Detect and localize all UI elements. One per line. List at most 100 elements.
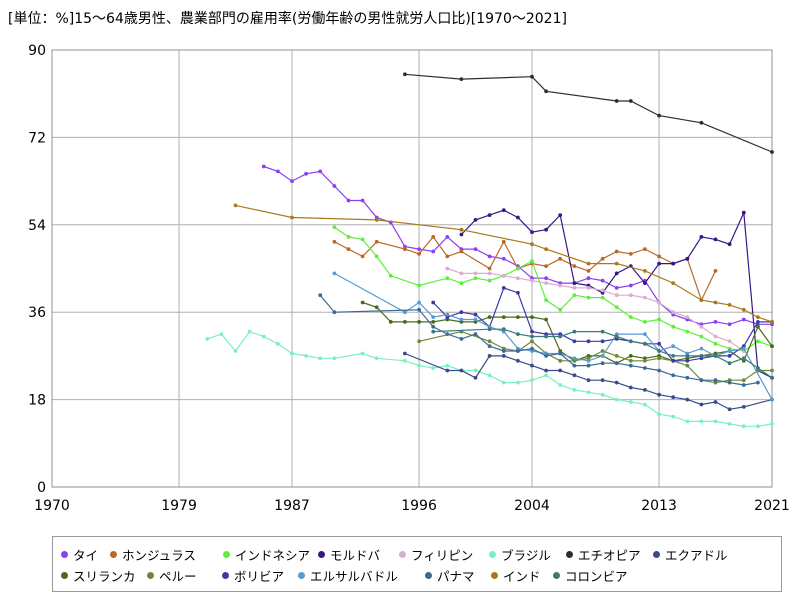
data-point [628, 400, 633, 404]
data-point [261, 334, 266, 339]
data-point [643, 341, 647, 346]
data-point [699, 298, 704, 302]
data-point [671, 414, 676, 419]
data-point [713, 400, 718, 404]
data-point [417, 363, 421, 368]
data-point [431, 320, 436, 324]
data-point [544, 276, 548, 281]
data-point [445, 312, 450, 317]
data-point [459, 317, 464, 322]
data-point [473, 218, 478, 222]
data-point [756, 320, 760, 324]
plot-frame [51, 49, 773, 488]
legend-item: インド [491, 566, 541, 585]
legend-item: コロンビア [553, 566, 628, 585]
data-point [487, 354, 492, 358]
legend-marker [553, 572, 560, 579]
data-point [628, 252, 633, 256]
legend-label: ペルー [159, 569, 197, 584]
data-point [473, 375, 478, 380]
x-tick-label: 2013 [641, 498, 677, 514]
legend-item: エルサルバドル [298, 566, 398, 585]
data-point [388, 320, 393, 324]
x-tick-label: 2021 [754, 498, 790, 514]
data-point [431, 366, 436, 370]
data-point [741, 405, 746, 409]
data-point [459, 249, 464, 254]
data-point [657, 392, 661, 397]
data-point [657, 113, 661, 118]
legend-label: エクアドル [665, 548, 728, 563]
series-ブラジル [205, 329, 774, 429]
data-point [600, 354, 605, 358]
data-point [332, 310, 337, 315]
data-point [671, 324, 676, 329]
data-point [332, 271, 337, 276]
legend-item: エチオピア [566, 545, 641, 564]
data-point [501, 286, 506, 290]
data-point [417, 339, 421, 344]
data-point [572, 339, 577, 344]
data-point [685, 419, 690, 424]
series-ホンジュラス [332, 235, 718, 302]
data-point [501, 273, 506, 278]
data-point [445, 363, 450, 368]
data-point [516, 290, 520, 295]
legend-marker [653, 551, 660, 558]
data-point [713, 419, 718, 424]
legend-label: インドネシア [235, 548, 311, 563]
data-point [770, 150, 774, 154]
data-point [643, 388, 647, 392]
data-point [417, 307, 421, 312]
series-line [235, 204, 773, 323]
data-point [756, 380, 760, 385]
data-point [318, 293, 323, 298]
data-point [304, 354, 308, 358]
data-point [445, 332, 450, 336]
series-line [404, 352, 773, 410]
data-point [487, 213, 492, 218]
data-point [657, 317, 661, 322]
data-point [530, 278, 534, 283]
data-point [530, 242, 534, 247]
data-point [685, 256, 690, 261]
data-point [713, 237, 718, 242]
data-point [558, 383, 563, 387]
legend-label: コロンビア [565, 569, 628, 584]
tick-labels: 0 18 36 54 72 90 1970 1979 1987 1996 2004 2013 2021 [28, 43, 790, 514]
data-point [530, 315, 534, 319]
data-point [530, 378, 534, 383]
data-point [699, 354, 704, 358]
data-point [600, 349, 605, 353]
data-point [628, 293, 633, 298]
data-point [473, 247, 478, 252]
data-point [403, 72, 407, 77]
data-point [685, 358, 690, 363]
data-point [290, 179, 294, 184]
data-point [586, 261, 591, 266]
data-point [657, 254, 661, 259]
data-point [727, 303, 732, 307]
data-point [741, 424, 746, 429]
data-point [741, 356, 746, 361]
data-point [586, 390, 591, 395]
data-point [332, 356, 337, 361]
data-point [445, 266, 450, 271]
data-point [643, 320, 647, 324]
data-point [643, 332, 647, 336]
series-インド [233, 203, 774, 324]
legend-label: エルサルバドル [310, 569, 398, 584]
data-point [657, 341, 661, 346]
data-point [530, 74, 534, 79]
data-point [671, 373, 676, 378]
data-point [628, 315, 633, 319]
data-point [304, 171, 308, 176]
data-point [628, 363, 633, 368]
data-point [572, 356, 577, 361]
data-point [713, 269, 718, 273]
data-point [685, 315, 690, 319]
data-point [544, 89, 548, 94]
data-point [516, 276, 520, 281]
data-point [530, 339, 534, 344]
